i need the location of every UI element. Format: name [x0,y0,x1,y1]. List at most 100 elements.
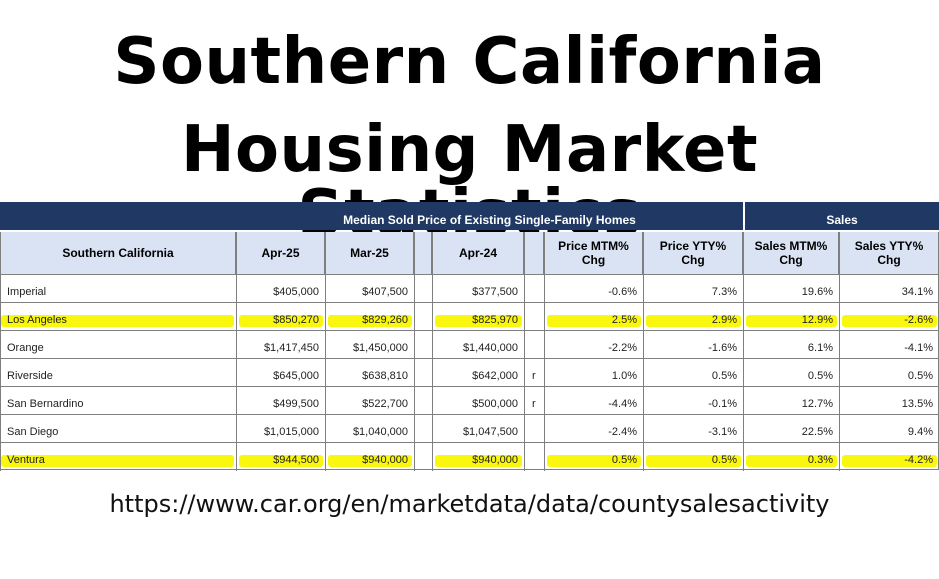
table-row: Ventura $944,500 $940,000 $940,000 0.5% 0.5% 0… [0,442,939,471]
header-sales-mtm-label: Sales MTM% Chg [755,239,828,267]
value-sales-yty: 9.4% [907,426,933,438]
highlighter-mark [547,315,641,327]
highlighter-mark [239,315,323,327]
value-mar25: $407,500 [362,286,408,298]
cell-sales-mtm: 0.5% [743,359,839,387]
highlighter-mark [1,315,234,327]
value-sales-mtm: 6.1% [807,342,833,354]
header-sales-yty-label: Sales YTY% Chg [855,239,923,267]
value-price-mtm: -2.2% [608,342,637,354]
highlighter-mark [746,315,837,327]
table-row: Riverside $645,000 $638,810 $642,000 r 1.0% 0.… [0,358,939,387]
value-apr25: $645,000 [273,370,319,382]
header-price-mtm-label: Price MTM% Chg [558,239,629,267]
county-name: San Bernardino [7,398,84,410]
cell-spacer [414,415,432,443]
cell-spacer [414,443,432,471]
cell-price-yty: 0.5% [643,359,743,387]
cell-flag [524,415,544,443]
cell-mar25: $1,450,000 [325,331,414,359]
cell-price-mtm: 0.5% [544,443,643,471]
value-price-yty: 0.5% [711,454,737,466]
cell-flag: r [524,387,544,415]
cell-county: Los Angeles [0,303,236,331]
header-price-yty-label: Price YTY% Chg [660,239,726,267]
header-price-mtm-line-1: Chg [581,253,606,267]
value-mar25: $522,700 [362,398,408,410]
highlighter-mark [646,315,741,327]
value-sales-mtm: 19.6% [801,286,833,298]
county-name: Imperial [7,286,47,298]
source-url: https://www.car.org/en/marketdata/data/c… [109,490,830,518]
value-mar25: $940,000 [362,454,408,466]
cell-apr25: $944,500 [236,443,325,471]
value-apr24: $825,970 [472,314,518,326]
table-row: Imperial $405,000 $407,500 $377,500 -0.6% 7.3… [0,274,939,303]
cell-apr24: $1,440,000 [432,331,524,359]
cell-flag [524,303,544,331]
cell-price-mtm: -2.2% [544,331,643,359]
housing-statistics-table: Median Sold Price of Existing Single-Fam… [0,202,939,472]
cell-spacer [414,331,432,359]
value-flag: r [532,398,536,410]
value-price-mtm: 0.5% [611,454,637,466]
cell-spacer [414,387,432,415]
value-apr24: $500,000 [472,398,518,410]
value-sales-mtm: 0.5% [807,370,833,382]
cell-sales-mtm: 22.5% [743,415,839,443]
cell-county: Orange [0,331,236,359]
cell-sales-yty: -4.2% [839,443,939,471]
cell-price-mtm: -4.4% [544,387,643,415]
header-sales-yty: Sales YTY% Chg [839,232,939,274]
cell-flag [524,331,544,359]
value-price-yty: -0.1% [708,398,737,410]
county-name: Ventura [7,454,45,466]
highlighter-mark [435,315,522,327]
cell-sales-mtm: 6.1% [743,331,839,359]
header-sales-mtm-line-1: Chg [779,253,803,267]
value-mar25: $1,450,000 [352,342,408,354]
county-name: Los Angeles [7,314,67,326]
table-row: San Diego $1,015,000 $1,040,000 $1,047,500 -… [0,414,939,443]
header-sales-yty-line-1: Chg [877,253,901,267]
value-apr25: $1,015,000 [263,426,319,438]
cell-flag: r [524,359,544,387]
value-apr25: $944,500 [273,454,319,466]
cell-sales-yty: -4.1% [839,331,939,359]
cell-mar25: $638,810 [325,359,414,387]
value-mar25: $829,260 [362,314,408,326]
cell-price-yty: 7.3% [643,275,743,303]
value-price-mtm: -2.4% [608,426,637,438]
cell-sales-yty: 0.5% [839,359,939,387]
value-apr24: $1,047,500 [462,426,518,438]
cell-apr25: $405,000 [236,275,325,303]
value-sales-yty: 0.5% [907,370,933,382]
cell-sales-mtm: 0.3% [743,443,839,471]
cell-price-mtm: 1.0% [544,359,643,387]
value-sales-yty: -4.1% [904,342,933,354]
header-southern-california: Southern California [0,232,236,274]
value-price-yty: 0.5% [711,370,737,382]
cell-spacer [414,359,432,387]
value-mar25: $1,040,000 [352,426,408,438]
value-apr24: $1,440,000 [462,342,518,354]
cell-apr25: $1,417,450 [236,331,325,359]
header-apr-25: Apr-25 [236,232,325,274]
cell-flag [524,443,544,471]
highlighter-mark [435,455,522,467]
value-sales-mtm: 22.5% [801,426,833,438]
header-flag-spacer [524,232,544,274]
highlighter-mark [547,455,641,467]
value-sales-mtm: 12.7% [801,398,833,410]
cell-mar25: $407,500 [325,275,414,303]
value-apr24: $940,000 [472,454,518,466]
header-price-yty-line-1: Chg [681,253,705,267]
cell-sales-yty: 34.1% [839,275,939,303]
highlighter-mark [239,455,323,467]
header-band-left [0,202,236,230]
value-price-mtm: 1.0% [611,370,637,382]
cell-apr25: $1,015,000 [236,415,325,443]
table-row: Los Angeles $850,270 $829,260 $825,970 2.5% 2… [0,302,939,331]
county-name: Riverside [7,370,53,382]
cell-county: San Bernardino [0,387,236,415]
